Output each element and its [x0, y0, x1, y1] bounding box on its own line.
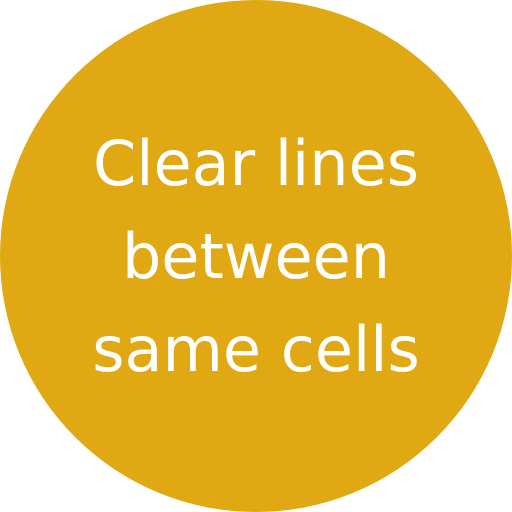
badge-text-line-1: Clear lines [92, 126, 420, 200]
badge-text-line-3: same cells [92, 312, 420, 386]
badge-text-line-2: between [121, 219, 391, 293]
